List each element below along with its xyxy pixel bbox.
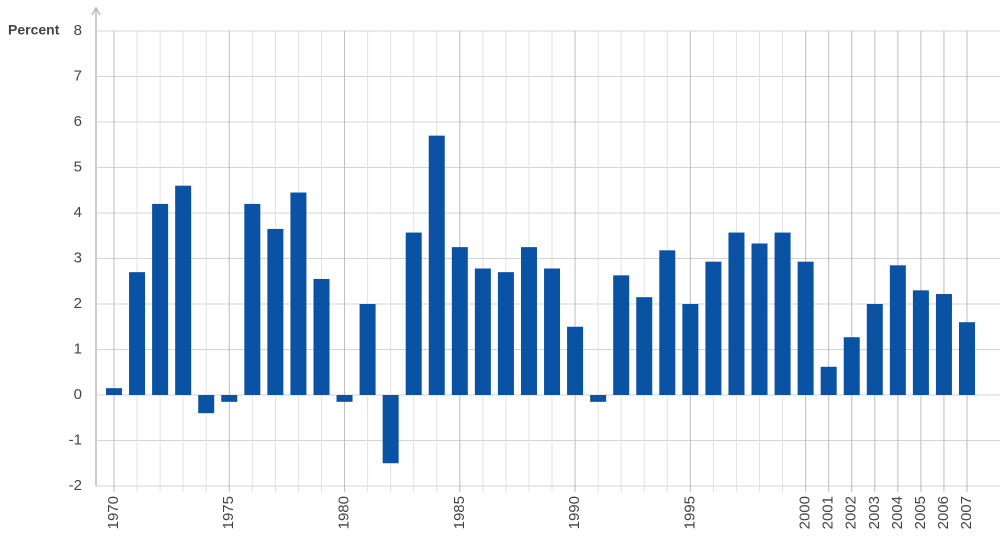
x-tick-label: 1990: [566, 496, 583, 529]
x-tick-label: 2000: [797, 496, 814, 529]
y-tick-label: 4: [74, 204, 82, 221]
bar: [290, 192, 307, 395]
bar: [935, 293, 952, 395]
bar: [497, 272, 514, 395]
x-tick-label: 2004: [889, 496, 906, 529]
y-axis-arrow: [91, 6, 101, 16]
x-tick-label: 2002: [843, 496, 860, 529]
bar: [175, 185, 192, 395]
bar: [221, 395, 238, 402]
bar: [267, 228, 284, 395]
bar: [959, 322, 975, 395]
y-axis-label: Percent: [8, 22, 60, 38]
x-tick-label: 2003: [866, 496, 883, 529]
bar: [866, 304, 883, 395]
bar: [474, 268, 491, 395]
bar: [544, 268, 561, 395]
bar: [705, 261, 722, 395]
bar: [382, 395, 399, 464]
bar: [751, 243, 768, 395]
bar: [820, 366, 837, 395]
y-tick-label: 1: [74, 340, 82, 357]
y-tick-label: -1: [69, 431, 82, 448]
x-tick-label: 2005: [912, 496, 929, 529]
y-tick-label: 0: [74, 386, 82, 403]
bar: [659, 250, 676, 395]
bar: [428, 135, 445, 395]
y-tick-label: 3: [74, 249, 82, 266]
bar: [198, 395, 215, 414]
bar: [613, 275, 630, 395]
bar: [889, 265, 906, 395]
y-tick-label: 7: [74, 67, 82, 84]
bar: [843, 337, 860, 395]
y-tick-label: 8: [74, 22, 82, 39]
y-tick-label: 6: [74, 113, 82, 130]
x-tick-label: 1980: [336, 496, 353, 529]
bar: [129, 272, 146, 395]
bar: [336, 395, 353, 402]
x-tick-label: 1970: [105, 496, 122, 529]
bar: [244, 203, 261, 395]
x-tick-label: 2007: [958, 496, 975, 529]
bar: [152, 203, 169, 395]
x-tick-label: 1985: [451, 496, 468, 529]
bar: [590, 395, 607, 402]
bar: [636, 297, 653, 395]
bar: [451, 247, 468, 395]
x-tick-label: 1975: [220, 496, 237, 529]
bar: [797, 261, 814, 395]
x-tick-label: 1995: [681, 496, 698, 529]
bar: [682, 304, 699, 395]
bar: [774, 232, 791, 395]
bar: [359, 304, 376, 395]
x-tick-label: 2006: [935, 496, 952, 529]
bar: [567, 326, 584, 395]
bar: [405, 232, 422, 395]
bar: [106, 388, 122, 395]
y-tick-label: -2: [69, 477, 82, 494]
y-tick-label: 5: [74, 158, 82, 175]
bar: [728, 232, 745, 395]
y-tick-label: 2: [74, 295, 82, 312]
bar: [912, 290, 929, 395]
bar: [520, 247, 537, 395]
bar: [313, 278, 330, 395]
x-tick-label: 2001: [820, 496, 837, 529]
